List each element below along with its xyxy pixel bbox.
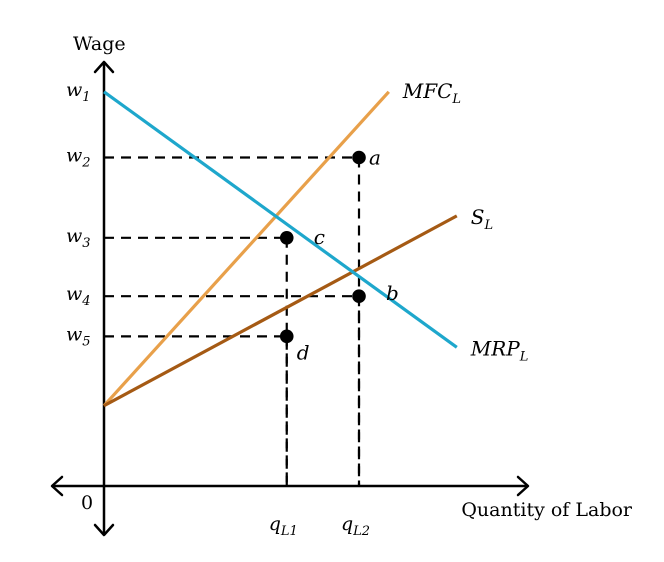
point-a: [352, 150, 366, 165]
origin-label: 0: [81, 492, 93, 514]
curve-label-mfc: MFCL: [402, 79, 461, 107]
curve-mrp: [103, 90, 458, 349]
y-axis-title: Wage: [73, 33, 126, 55]
tick-labels: w1 w2 w3 w4 w5 qL1 qL2: [66, 79, 370, 539]
points: a b c d: [279, 146, 399, 364]
y-axis-arrow-up: [93, 60, 115, 74]
curves: [102, 90, 458, 408]
curve-labels: MFCL SL MRPL: [402, 79, 529, 364]
curve-label-mrp: MRPL: [470, 336, 529, 364]
y-axis-arrow-down: [93, 523, 115, 537]
x-tick-label-qL2: qL2: [341, 513, 370, 539]
x-axis-arrow-left: [50, 475, 64, 497]
y-tick-label-w4: w4: [66, 283, 91, 309]
point-c: [279, 231, 294, 245]
guide-lines: [104, 156, 361, 486]
y-tick-label-w5: w5: [66, 323, 91, 349]
point-label-d: d: [297, 340, 310, 364]
point-b: [352, 289, 366, 304]
y-tick-label-w3: w3: [66, 225, 91, 251]
x-tick-label-qL1: qL1: [269, 513, 298, 539]
x-axis-title: Quantity of Labor: [461, 499, 633, 521]
point-label-a: a: [369, 146, 381, 170]
x-axis-arrow-right: [516, 475, 530, 497]
curve-s: [103, 214, 458, 408]
curve-mfc: [102, 90, 390, 407]
y-tick-label-w2: w2: [66, 145, 91, 171]
curve-label-s: SL: [471, 205, 493, 233]
point-d: [279, 329, 294, 344]
point-label-b: b: [386, 281, 399, 305]
point-label-c: c: [314, 225, 325, 249]
y-tick-label-w1: w1: [66, 79, 91, 105]
